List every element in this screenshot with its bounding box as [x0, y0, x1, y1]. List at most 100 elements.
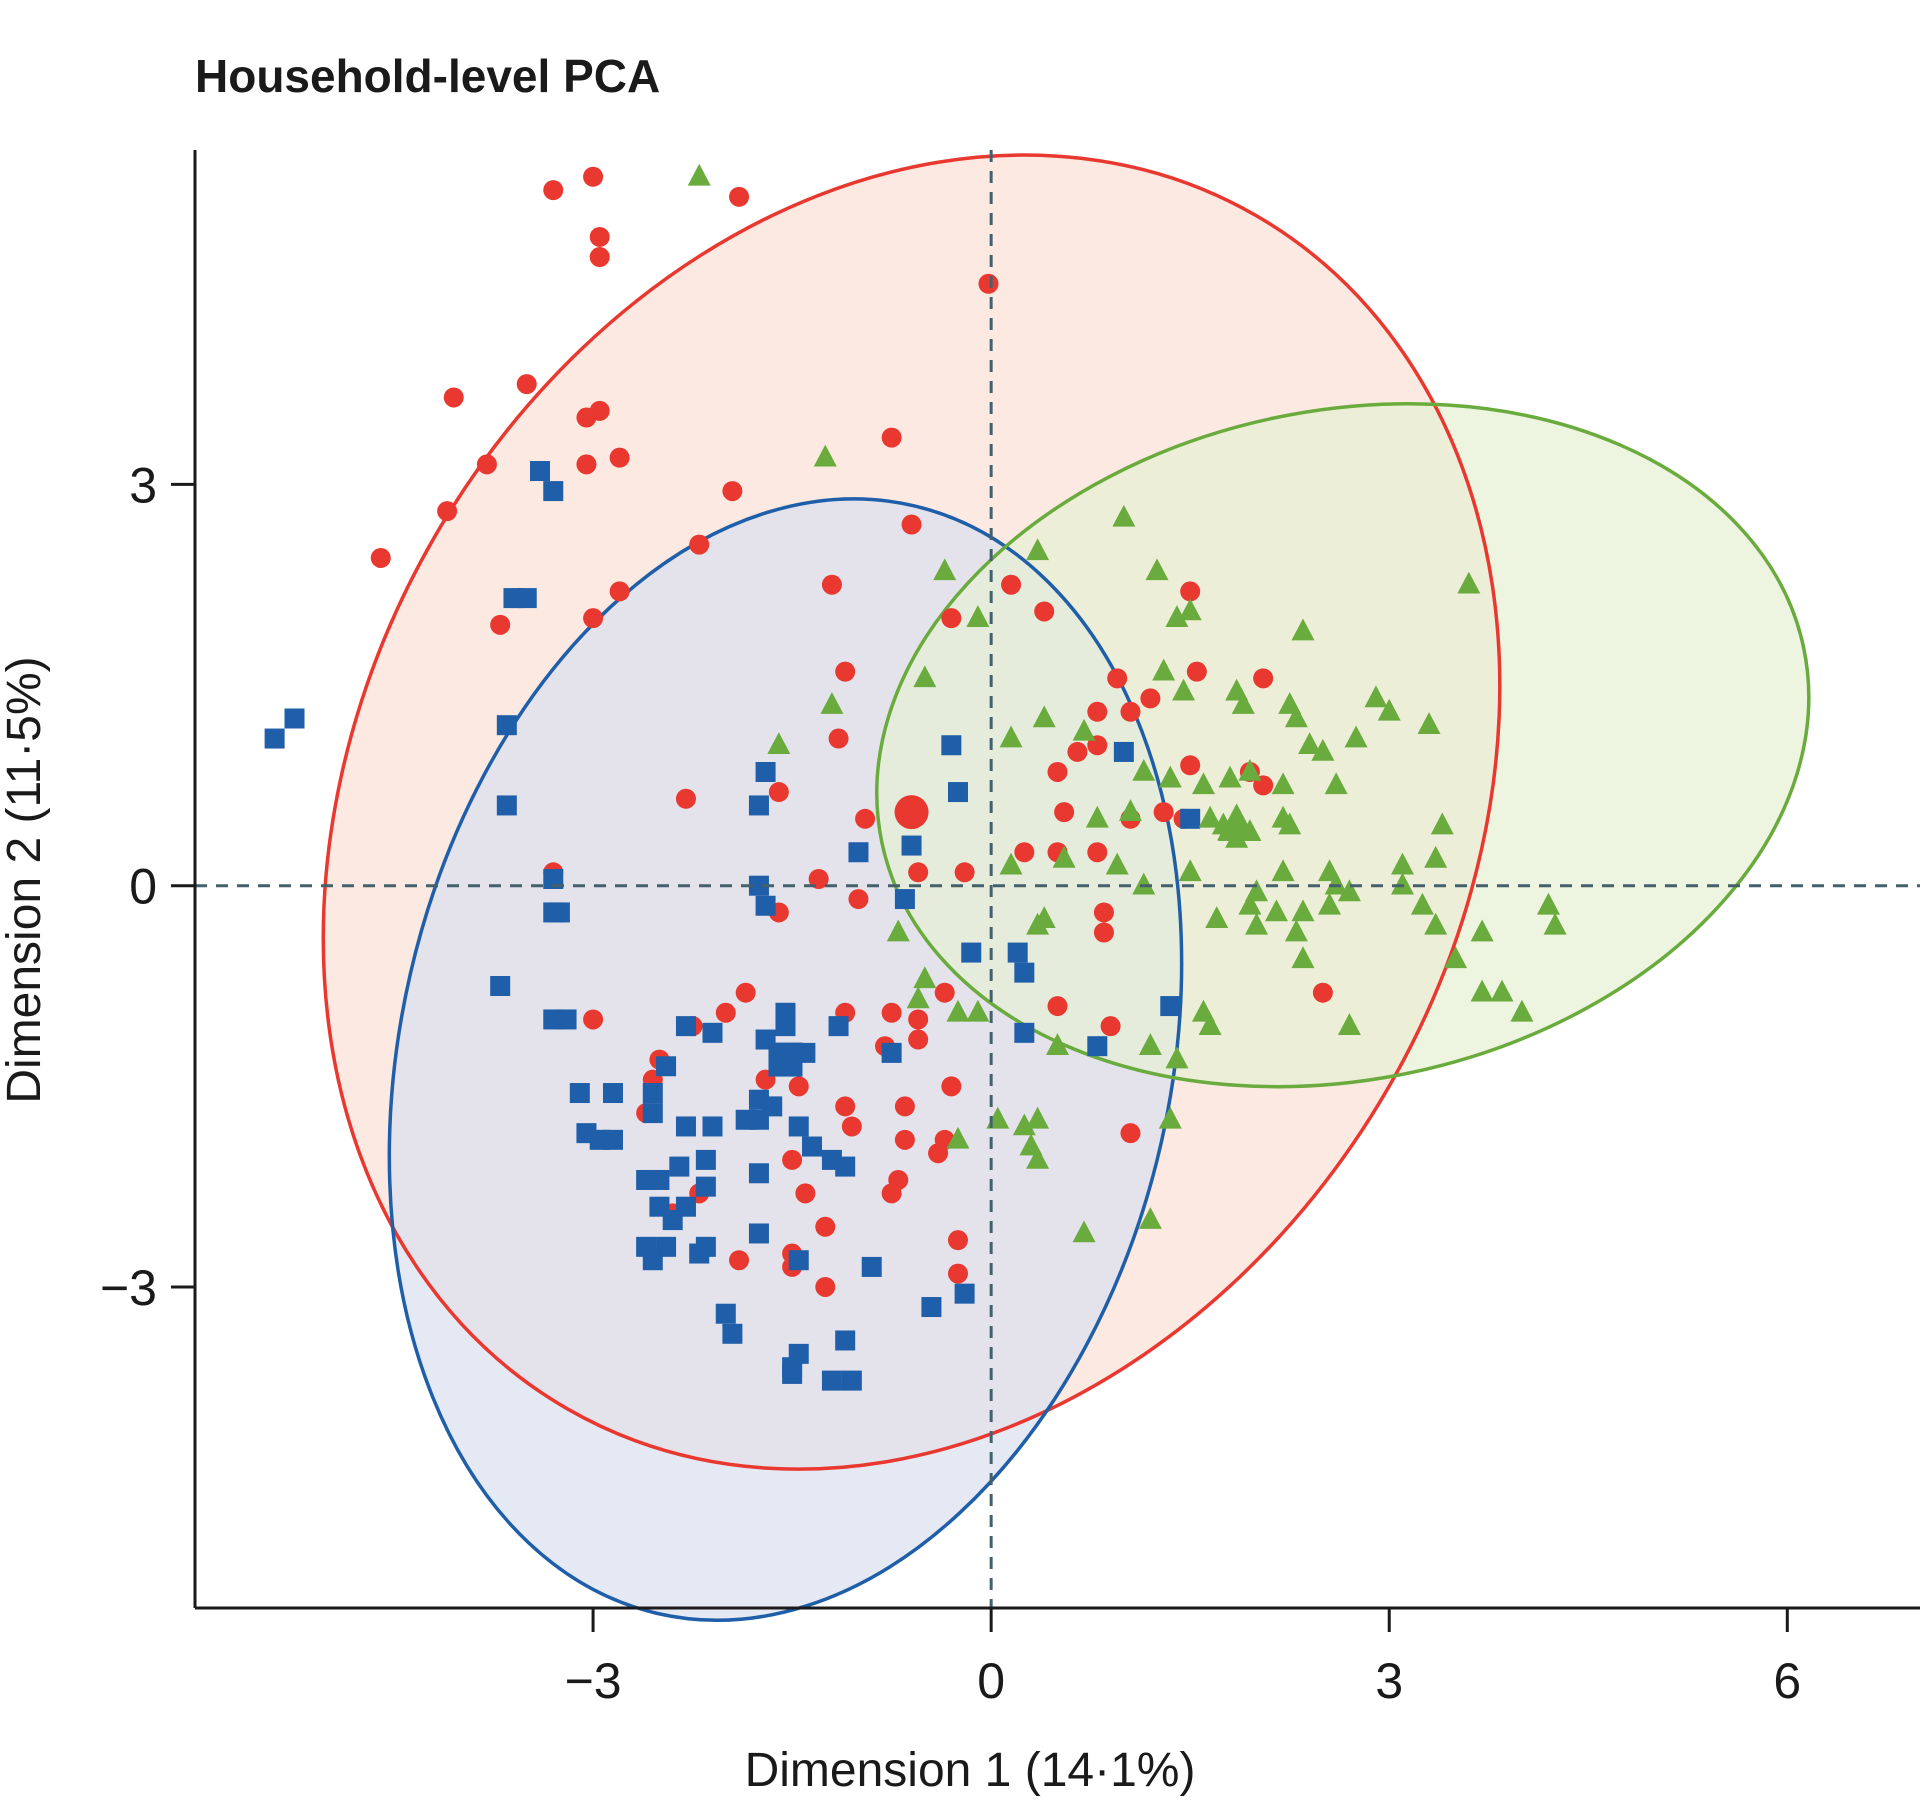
point-series-1-87: [795, 1183, 816, 1204]
point-series-3-92: [1026, 1106, 1050, 1129]
point-series-3-2: [813, 444, 837, 467]
point-series-3-47: [1052, 845, 1076, 868]
y-axis-label: Dimension 2 (11·5%): [0, 656, 51, 1103]
point-series-3-35: [1271, 772, 1295, 795]
point-series-3-1: [687, 163, 711, 186]
point-series-1-15: [437, 501, 458, 522]
point-series-3-62: [1205, 906, 1229, 928]
point-series-2-84: [1087, 1036, 1108, 1057]
point-series-2-25: [961, 942, 982, 963]
point-series-1-17: [722, 481, 743, 502]
point-series-2-66: [662, 1210, 683, 1231]
point-series-3-75: [913, 966, 937, 989]
point-series-1-27: [1034, 601, 1055, 622]
point-series-3-94: [1026, 1146, 1050, 1169]
point-series-3-74: [886, 919, 910, 942]
x-tick-label: 0: [977, 1653, 1005, 1709]
point-series-1-25: [941, 608, 962, 629]
point-series-1-10: [576, 407, 597, 428]
point-series-2-17: [748, 875, 769, 896]
point-series-2-44: [602, 1083, 623, 1104]
point-series-3-58: [1264, 899, 1288, 922]
point-series-3-60: [1318, 892, 1342, 915]
point-series-3-85: [946, 999, 970, 1022]
point-series-1-59: [1093, 902, 1114, 923]
point-series-2-65: [748, 1223, 769, 1244]
point-series-2-76: [835, 1330, 856, 1351]
point-series-1-71: [735, 982, 756, 1003]
centroid-series-1: [894, 795, 929, 830]
point-series-2-53: [602, 1129, 623, 1150]
point-series-3-25: [1032, 705, 1056, 728]
point-series-1-1: [543, 180, 564, 201]
point-series-2-11: [941, 735, 962, 756]
point-series-3-66: [1410, 892, 1434, 915]
point-series-2-81: [841, 1370, 862, 1391]
point-series-1-6: [978, 273, 999, 294]
x-tick-label: 3: [1375, 1653, 1403, 1709]
point-series-2-57: [695, 1149, 716, 1170]
point-series-1-7: [443, 387, 464, 408]
point-series-3-3: [1112, 504, 1136, 527]
point-series-3-67: [1424, 912, 1448, 935]
point-series-1-92: [947, 1230, 968, 1251]
point-series-3-28: [1344, 725, 1368, 748]
point-series-1-14: [881, 427, 902, 448]
point-series-3-80: [1291, 946, 1315, 969]
point-series-3-91: [1012, 1113, 1036, 1136]
point-series-2-18: [755, 895, 776, 916]
point-series-3-49: [1105, 852, 1129, 875]
point-series-3-89: [1165, 1046, 1189, 1069]
point-series-1-82: [841, 1116, 862, 1137]
point-series-1-32: [1253, 668, 1274, 689]
point-series-1-43: [768, 782, 789, 803]
point-series-2-27: [1014, 962, 1035, 983]
point-series-3-10: [933, 558, 957, 581]
point-series-3-20: [1364, 685, 1388, 708]
point-series-3-5: [1145, 558, 1169, 581]
point-series-1-77: [788, 1076, 809, 1097]
point-series-3-70: [1470, 919, 1494, 942]
point-series-2-8: [496, 795, 517, 816]
point-series-1-12: [576, 454, 597, 475]
point-series-2-83: [722, 1323, 743, 1344]
point-series-1-79: [941, 1076, 962, 1097]
point-series-3-14: [1152, 658, 1176, 681]
point-series-2-2: [284, 708, 305, 729]
point-series-1-70: [583, 1009, 604, 1030]
point-series-2-28: [1014, 1022, 1035, 1043]
point-series-2-62: [695, 1176, 716, 1197]
point-series-3-86: [1046, 1033, 1069, 1056]
point-series-2-85: [1160, 996, 1181, 1017]
point-series-3-78: [1490, 979, 1514, 1002]
point-series-1-13: [609, 447, 630, 468]
point-series-2-47: [735, 1109, 756, 1130]
point-series-3-19: [1284, 705, 1308, 728]
point-series-3-51: [1271, 859, 1295, 882]
point-series-2-3: [530, 461, 550, 482]
point-series-3-54: [1337, 879, 1361, 902]
point-series-3-23: [767, 732, 791, 755]
point-series-3-96: [1072, 1220, 1096, 1243]
point-series-1-44: [675, 788, 696, 809]
point-series-1-4: [589, 226, 610, 247]
point-series-1-97: [1120, 1123, 1141, 1144]
point-series-3-12: [913, 665, 937, 688]
point-series-3-69: [1543, 912, 1567, 935]
point-series-3-48: [999, 852, 1023, 875]
point-series-3-53: [1324, 872, 1348, 895]
point-series-3-31: [1158, 765, 1182, 788]
point-series-1-60: [1093, 922, 1114, 943]
point-series-1-29: [835, 661, 856, 682]
point-series-3-46: [1085, 805, 1109, 828]
point-series-2-58: [669, 1156, 690, 1177]
point-series-1-23: [609, 581, 630, 602]
centroid-series-2: [768, 1042, 803, 1077]
point-series-2-79: [782, 1363, 803, 1384]
point-series-1-37: [828, 728, 849, 749]
point-series-1-45: [855, 808, 876, 829]
point-series-2-9: [755, 761, 776, 782]
point-series-3-9: [1457, 571, 1481, 594]
point-series-2-19: [543, 869, 564, 889]
